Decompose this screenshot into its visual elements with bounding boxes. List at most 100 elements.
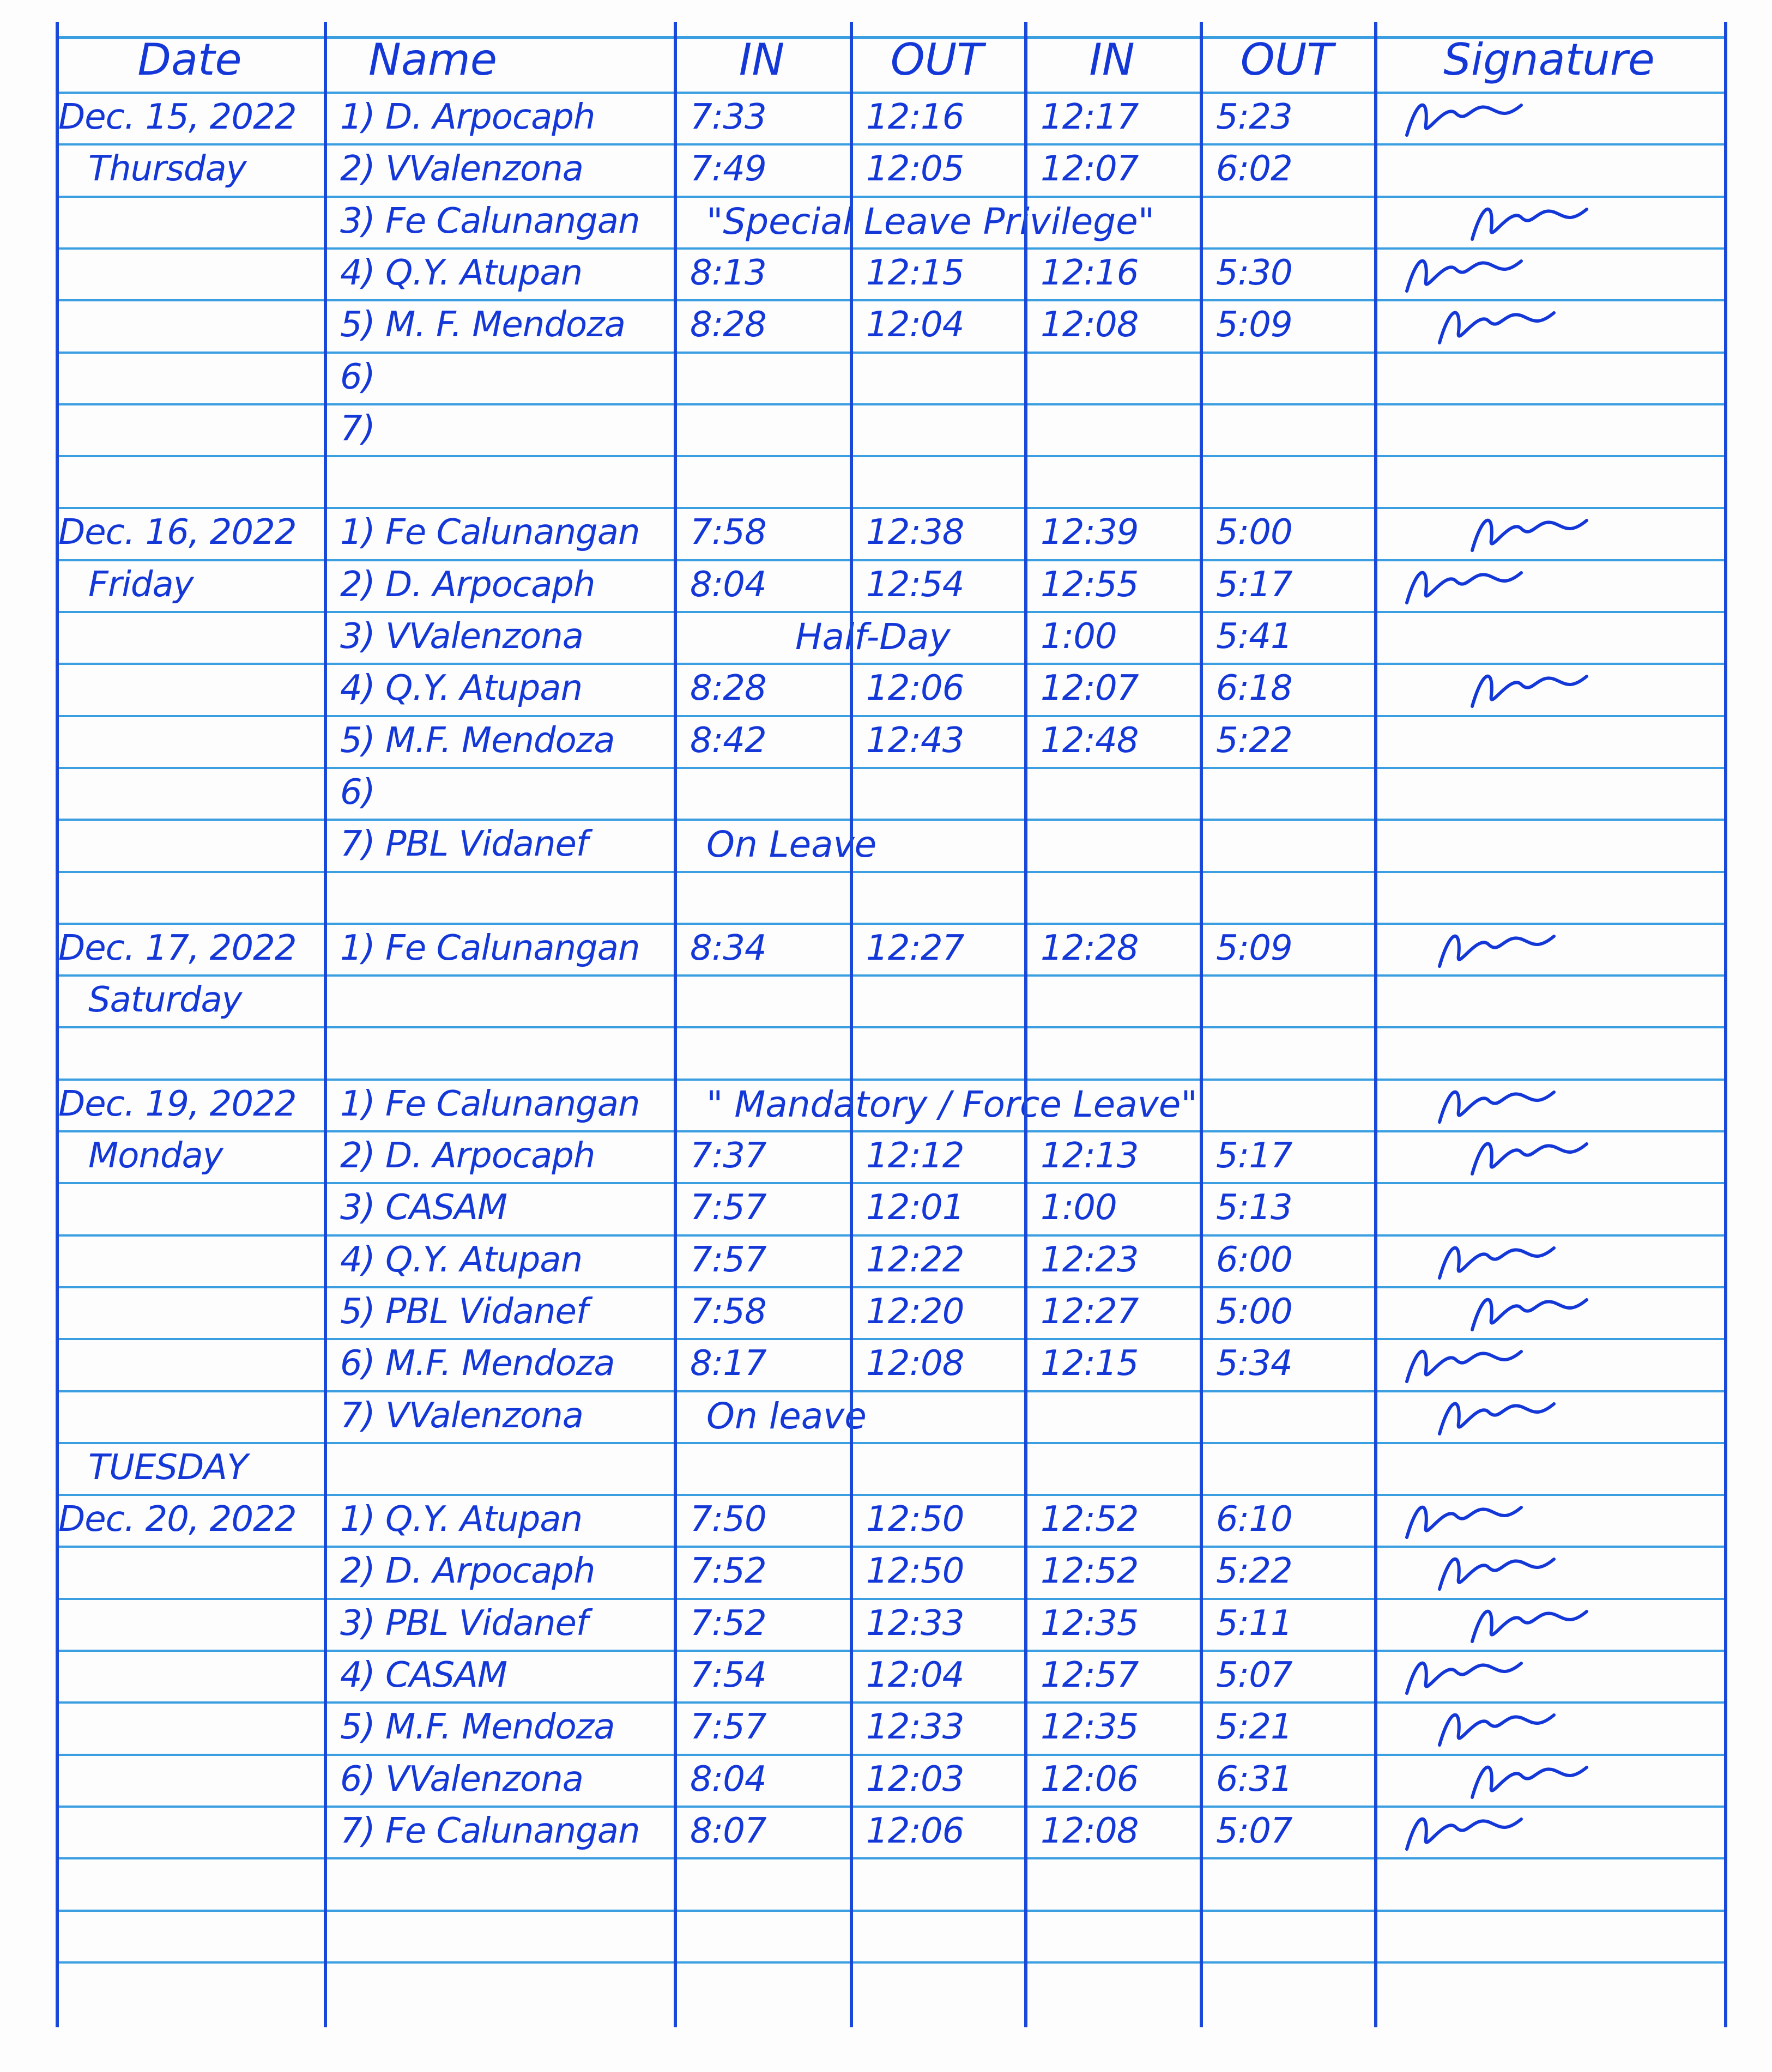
time-out-am: 12:06 xyxy=(866,668,964,709)
name-cell: 1) D. Arpocaph xyxy=(340,97,595,137)
signature-mark xyxy=(1438,934,1556,968)
time-in-pm: 12:15 xyxy=(1041,1343,1139,1384)
signature-mark xyxy=(1405,103,1523,137)
ruled-line xyxy=(56,1286,1724,1288)
ruled-line xyxy=(56,1441,1724,1444)
time-out-pm: 6:02 xyxy=(1216,149,1293,190)
name-cell: 2) VValenzona xyxy=(340,149,584,190)
time-out-am: 12:50 xyxy=(866,1499,964,1540)
time-out-am: 12:38 xyxy=(866,512,964,553)
time-out-am: 12:20 xyxy=(866,1291,964,1332)
date-cell: Dec. 20, 2022 xyxy=(58,1499,297,1540)
time-in-pm: 12:39 xyxy=(1041,512,1139,553)
time-out-am: 12:27 xyxy=(866,928,964,968)
signature-mark xyxy=(1438,1090,1556,1124)
signature-mark xyxy=(1471,675,1588,708)
time-out-pm: 5:17 xyxy=(1216,564,1293,605)
time-in-am: 7:57 xyxy=(690,1239,767,1280)
column-line xyxy=(1724,22,1727,2027)
time-out-pm: 5:30 xyxy=(1216,252,1293,293)
time-in-am: 8:17 xyxy=(690,1343,767,1384)
header-name: Name xyxy=(368,34,497,85)
time-out-am: 12:06 xyxy=(866,1810,964,1851)
signature-mark xyxy=(1471,1609,1588,1643)
column-line xyxy=(1374,22,1377,2027)
time-in-am: 7:50 xyxy=(690,1499,767,1540)
date-cell: Monday xyxy=(88,1136,223,1176)
ruled-line xyxy=(56,1546,1724,1548)
ruled-line xyxy=(56,611,1724,613)
header-out-am: OUT xyxy=(890,34,984,85)
ruled-line xyxy=(56,1182,1724,1185)
name-cell: 3) PBL Vidanef xyxy=(340,1603,588,1644)
ruled-line xyxy=(56,559,1724,561)
time-out-pm: 5:22 xyxy=(1216,1551,1293,1592)
time-in-am: 7:33 xyxy=(690,97,767,137)
name-cell: 5) M.F. Mendoza xyxy=(340,720,615,761)
column-line xyxy=(324,22,327,2027)
time-in-am: 8:04 xyxy=(690,564,767,605)
signature-mark xyxy=(1405,259,1523,293)
time-out-pm: 5:07 xyxy=(1216,1810,1293,1851)
date-cell: Friday xyxy=(88,564,194,605)
signature-mark xyxy=(1438,1402,1556,1435)
time-in-am: 7:58 xyxy=(690,512,767,553)
signature-mark xyxy=(1438,311,1556,345)
time-out-am: 12:08 xyxy=(866,1343,964,1384)
name-cell: 4) CASAM xyxy=(340,1655,507,1695)
time-in-am: 7:57 xyxy=(690,1707,767,1748)
name-cell: 7) PBL Vidanef xyxy=(340,824,588,865)
time-out-pm: 5:11 xyxy=(1216,1603,1293,1644)
ruled-line xyxy=(56,195,1724,198)
time-in-am: 8:04 xyxy=(690,1759,767,1800)
column-line xyxy=(1024,22,1027,2027)
signature-mark xyxy=(1471,1298,1588,1331)
ruled-line xyxy=(56,1857,1724,1860)
header-in-pm: IN xyxy=(1089,34,1135,85)
ruled-line xyxy=(56,766,1724,769)
time-out-am: 12:04 xyxy=(866,305,964,346)
date-cell: TUESDAY xyxy=(88,1447,248,1488)
time-in-pm: 12:16 xyxy=(1041,252,1139,293)
time-out-pm: 5:34 xyxy=(1216,1343,1293,1384)
ruled-line xyxy=(56,1597,1724,1600)
ruled-line xyxy=(56,1078,1724,1081)
name-cell: 7) xyxy=(340,408,376,449)
ruled-line xyxy=(56,922,1724,925)
time-in-pm: 1:00 xyxy=(1041,616,1117,657)
ruled-line xyxy=(56,714,1724,717)
ruled-line xyxy=(56,92,1724,94)
signature-mark xyxy=(1405,1506,1523,1540)
ruled-line xyxy=(56,507,1724,510)
time-in-am: 8:34 xyxy=(690,928,767,968)
date-cell: Dec. 15, 2022 xyxy=(58,97,297,137)
signature-mark xyxy=(1471,1765,1588,1799)
signature-mark xyxy=(1405,1661,1523,1695)
time-in-pm: 12:52 xyxy=(1041,1499,1139,1540)
time-out-pm: 5:17 xyxy=(1216,1136,1293,1176)
signature-mark xyxy=(1471,519,1588,553)
ruled-line xyxy=(56,663,1724,665)
time-out-pm: 5:09 xyxy=(1216,305,1293,346)
name-cell: 5) M. F. Mendoza xyxy=(340,305,626,346)
name-cell: 1) Fe Calunangan xyxy=(340,928,640,968)
name-cell: 5) M.F. Mendoza xyxy=(340,1707,615,1748)
ruled-line xyxy=(56,36,1724,39)
time-in-pm: 12:35 xyxy=(1041,1603,1139,1644)
column-line xyxy=(1200,22,1203,2027)
column-line xyxy=(850,22,853,2027)
ruled-line xyxy=(56,1650,1724,1652)
time-out-pm: 5:09 xyxy=(1216,928,1293,968)
time-in-am: 8:28 xyxy=(690,668,767,709)
name-cell: 6) xyxy=(340,772,376,813)
time-in-am: 7:37 xyxy=(690,1136,767,1176)
date-cell: Saturday xyxy=(88,980,243,1021)
ruled-line xyxy=(56,1338,1724,1341)
time-in-pm: 12:52 xyxy=(1041,1551,1139,1592)
name-cell: 7) Fe Calunangan xyxy=(340,1810,640,1851)
time-in-am: 7:49 xyxy=(690,149,767,190)
name-cell: 6) xyxy=(340,356,376,397)
name-cell: 4) Q.Y. Atupan xyxy=(340,252,583,293)
time-in-pm: 12:07 xyxy=(1041,149,1139,190)
